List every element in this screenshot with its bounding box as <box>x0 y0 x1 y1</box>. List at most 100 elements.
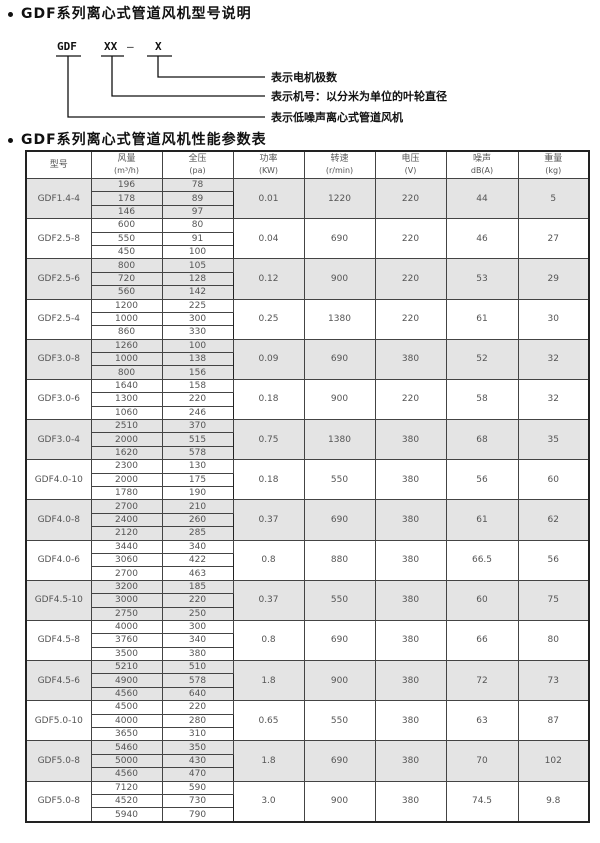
power-cell: 0.8 <box>232 619 305 662</box>
column-header: 全压 (pa) <box>161 150 234 179</box>
power-cell: 0.8 <box>232 539 305 581</box>
model-explanation-title: GDF系列离心式管道风机型号说明 <box>8 3 252 23</box>
weight-cell: 32 <box>517 338 590 380</box>
flow-cell: 3650 <box>90 727 163 742</box>
flow-cell: 4560 <box>90 767 163 782</box>
model-cell: GDF1.4-4 <box>25 177 92 220</box>
flow-cell: 450 <box>90 244 163 260</box>
flow-cell: 4900 <box>90 673 163 688</box>
flow-cell: 4500 <box>90 700 163 715</box>
flow-cell: 5000 <box>90 753 163 769</box>
pressure-cell: 185 <box>161 579 234 595</box>
table-row: 2120 285 <box>26 526 589 541</box>
voltage-cell: 380 <box>374 539 447 581</box>
voltage-cell: 380 <box>374 700 447 742</box>
speed-cell: 690 <box>303 619 376 662</box>
table-row: 1000 300 <box>26 311 589 327</box>
table-row: GDF3.0-6 1640 158 0.18 900 220 58 32 <box>25 378 590 421</box>
pressure-cell: 89 <box>161 191 234 206</box>
voltage-cell: 380 <box>374 660 447 702</box>
flow-cell: 800 <box>90 365 163 380</box>
pressure-cell: 790 <box>161 807 234 823</box>
flow-cell: 4560 <box>90 686 163 702</box>
voltage-cell: 380 <box>374 338 447 380</box>
header-unit: (V) <box>404 166 417 175</box>
speed-cell: 690 <box>303 218 376 260</box>
pressure-cell: 156 <box>161 365 234 380</box>
table-row: GDF2.5-8 600 80 0.04 690 220 46 27 <box>25 218 590 260</box>
speed-cell: 880 <box>303 539 376 581</box>
table-row: 1000 138 <box>26 352 589 367</box>
performance-table-title: GDF系列离心式管道风机性能参数表 <box>8 129 267 149</box>
label-pole-count: 表示电机极数 <box>271 71 337 84</box>
weight-cell: 30 <box>517 298 590 340</box>
model-cell: GDF2.5-4 <box>25 298 92 340</box>
voltage-cell: 220 <box>374 298 447 340</box>
pressure-cell: 130 <box>161 459 234 474</box>
header-name: 全压 <box>188 154 207 164</box>
noise-cell: 52 <box>445 338 519 380</box>
table-row: 2000 515 <box>26 432 589 447</box>
pressure-cell: 730 <box>161 793 234 809</box>
flow-cell: 1000 <box>90 352 163 367</box>
table-row: 1060 246 <box>26 405 589 421</box>
flow-cell: 3440 <box>90 539 163 554</box>
header-unit: (r/min) <box>325 166 354 175</box>
pressure-cell: 280 <box>161 713 234 729</box>
pressure-cell: 91 <box>161 231 234 246</box>
pressure-cell: 640 <box>161 686 234 702</box>
pressure-cell: 210 <box>161 499 234 514</box>
flow-cell: 2400 <box>90 512 163 528</box>
pressure-cell: 463 <box>161 566 234 581</box>
table-row: 3650 310 <box>26 727 589 742</box>
pressure-cell: 220 <box>161 392 234 407</box>
weight-cell: 56 <box>517 539 590 581</box>
column-header: 风量 (m³/h) <box>90 150 163 179</box>
bullet-icon <box>8 11 13 17</box>
header-name: 功率 <box>259 154 278 164</box>
noise-cell: 72 <box>445 660 519 702</box>
table-row: GDF5.0-8 7120 590 3.0 900 380 74.5 9.8 <box>25 780 590 823</box>
pressure-cell: 515 <box>161 432 234 447</box>
flow-cell: 2000 <box>90 432 163 447</box>
voltage-cell: 380 <box>374 619 447 662</box>
power-cell: 0.04 <box>232 218 305 260</box>
noise-cell: 66 <box>445 619 519 662</box>
pressure-cell: 510 <box>161 660 234 675</box>
flow-cell: 196 <box>90 177 163 193</box>
header-name: 型号 <box>49 159 68 170</box>
weight-cell: 60 <box>517 459 590 501</box>
flow-cell: 720 <box>90 271 163 287</box>
weight-cell: 80 <box>517 619 590 662</box>
model-cell: GDF5.0-8 <box>25 740 92 782</box>
pressure-cell: 80 <box>161 218 234 233</box>
table-row: 178 89 <box>26 191 589 206</box>
flow-cell: 3760 <box>90 633 163 648</box>
pressure-cell: 340 <box>161 539 234 554</box>
model-cell: GDF4.0-10 <box>25 459 92 501</box>
power-cell: 0.18 <box>232 459 305 501</box>
column-header: 转速 (r/min) <box>303 150 376 179</box>
pressure-cell: 225 <box>161 298 234 313</box>
flow-cell: 5210 <box>90 660 163 675</box>
column-header: 电压 (V) <box>374 150 447 179</box>
noise-cell: 53 <box>445 258 519 300</box>
noise-cell: 44 <box>445 177 519 220</box>
speed-cell: 550 <box>303 700 376 742</box>
weight-cell: 29 <box>517 258 590 300</box>
noise-cell: 63 <box>445 700 519 742</box>
header-unit: (pa) <box>189 166 206 175</box>
weight-cell: 73 <box>517 660 590 702</box>
pressure-cell: 100 <box>161 244 234 260</box>
speed-cell: 550 <box>303 459 376 501</box>
flow-cell: 146 <box>90 204 163 220</box>
voltage-cell: 380 <box>374 419 447 461</box>
weight-cell: 75 <box>517 579 590 621</box>
noise-cell: 61 <box>445 298 519 340</box>
speed-cell: 1220 <box>303 177 376 220</box>
table-header-row: 型号 风量 (m³/h) 全压 (pa) 功率 (KW) 转速 (r/min) 电压 (V) 噪声 dB… <box>25 150 590 179</box>
pressure-cell: 105 <box>161 258 234 273</box>
label-fan-type: 表示低噪声离心式管道风机 <box>271 111 403 124</box>
model-cell: GDF4.0-8 <box>25 499 92 541</box>
pressure-cell: 350 <box>161 740 234 755</box>
